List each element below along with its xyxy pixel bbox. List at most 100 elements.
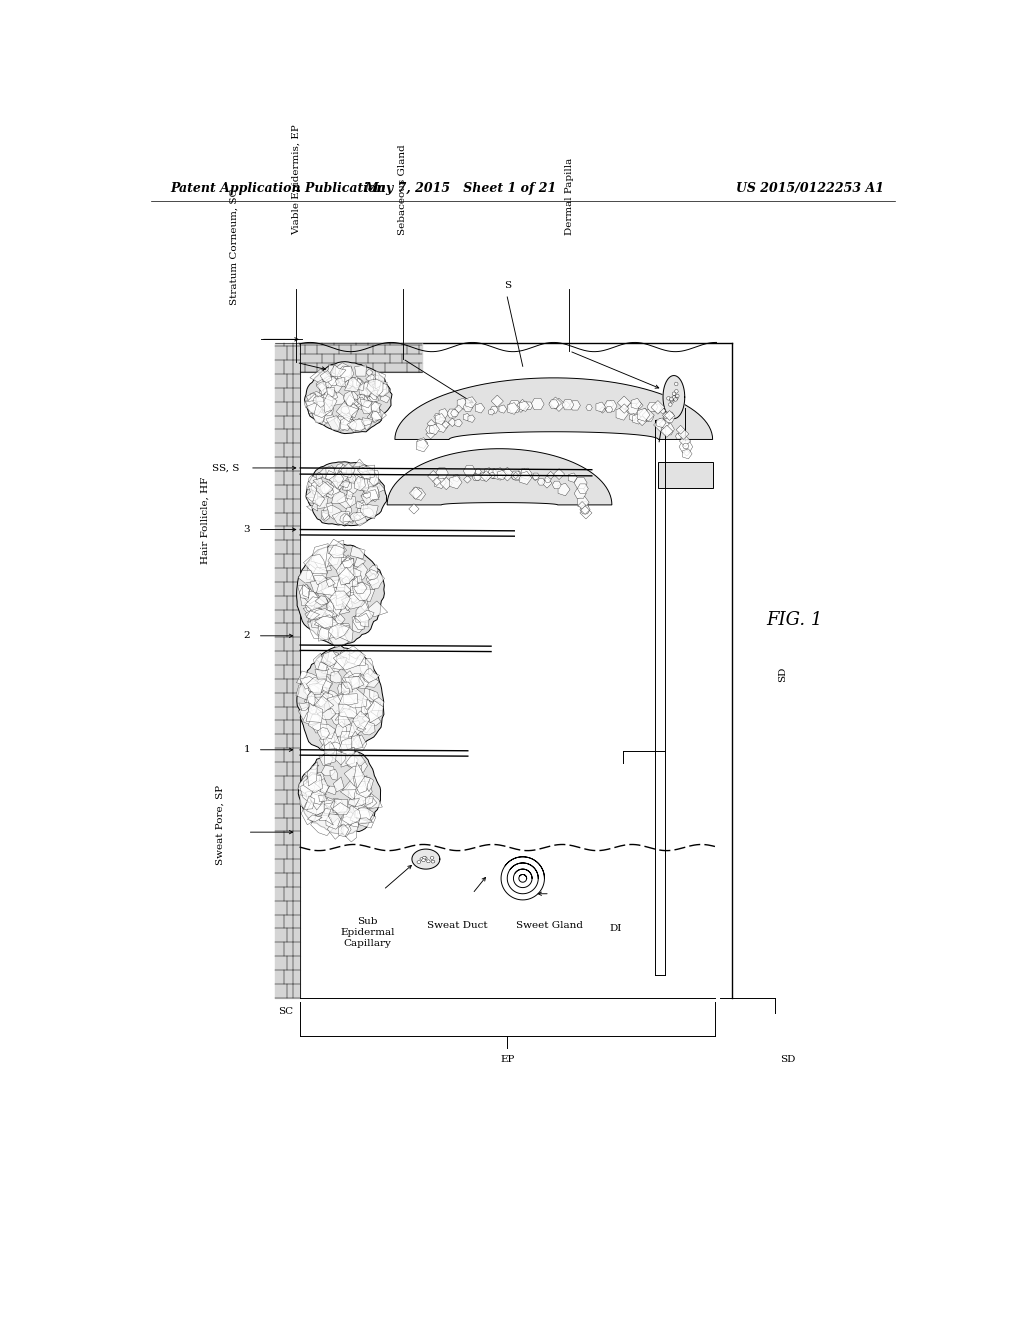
Polygon shape xyxy=(317,784,329,792)
Polygon shape xyxy=(314,696,333,713)
Polygon shape xyxy=(328,735,348,752)
Polygon shape xyxy=(329,655,344,675)
Polygon shape xyxy=(362,486,378,502)
Polygon shape xyxy=(372,381,386,397)
Polygon shape xyxy=(360,479,369,491)
Polygon shape xyxy=(497,470,506,479)
Polygon shape xyxy=(298,706,310,722)
Polygon shape xyxy=(347,781,364,801)
Polygon shape xyxy=(317,622,333,642)
Polygon shape xyxy=(330,800,340,812)
Polygon shape xyxy=(360,814,376,828)
Polygon shape xyxy=(329,770,337,780)
Polygon shape xyxy=(674,381,678,385)
Polygon shape xyxy=(316,682,328,696)
Polygon shape xyxy=(492,467,504,480)
Polygon shape xyxy=(312,722,325,733)
Polygon shape xyxy=(298,585,312,599)
Polygon shape xyxy=(333,463,346,478)
Polygon shape xyxy=(328,690,338,698)
Polygon shape xyxy=(321,651,336,667)
Polygon shape xyxy=(557,483,570,496)
Polygon shape xyxy=(346,420,365,432)
Polygon shape xyxy=(532,474,538,480)
Polygon shape xyxy=(595,403,605,412)
Polygon shape xyxy=(308,684,323,693)
Polygon shape xyxy=(454,405,463,413)
Polygon shape xyxy=(479,473,487,480)
Polygon shape xyxy=(305,602,315,611)
Polygon shape xyxy=(550,400,558,408)
Polygon shape xyxy=(452,474,460,482)
Polygon shape xyxy=(585,405,592,411)
Polygon shape xyxy=(357,795,371,807)
Polygon shape xyxy=(339,738,358,755)
Text: Stratum Corneum, SC: Stratum Corneum, SC xyxy=(229,189,238,305)
Polygon shape xyxy=(366,574,378,585)
Polygon shape xyxy=(319,564,331,572)
Polygon shape xyxy=(340,463,355,478)
Polygon shape xyxy=(447,418,457,426)
Polygon shape xyxy=(371,401,379,411)
Polygon shape xyxy=(546,471,554,479)
Polygon shape xyxy=(340,417,355,430)
Polygon shape xyxy=(328,375,343,393)
Polygon shape xyxy=(439,478,452,490)
Polygon shape xyxy=(488,469,498,479)
Polygon shape xyxy=(312,615,320,624)
Polygon shape xyxy=(316,381,327,396)
Polygon shape xyxy=(321,766,334,776)
Polygon shape xyxy=(605,401,613,408)
Polygon shape xyxy=(303,591,318,603)
Polygon shape xyxy=(548,400,558,408)
Polygon shape xyxy=(340,623,350,632)
Polygon shape xyxy=(342,805,361,825)
Polygon shape xyxy=(308,619,324,639)
Polygon shape xyxy=(326,364,333,375)
Polygon shape xyxy=(308,475,319,491)
Polygon shape xyxy=(436,421,447,433)
Polygon shape xyxy=(336,495,354,508)
Polygon shape xyxy=(500,467,514,480)
Polygon shape xyxy=(488,409,494,414)
Polygon shape xyxy=(631,399,641,409)
Polygon shape xyxy=(468,414,475,422)
Polygon shape xyxy=(422,857,426,859)
Polygon shape xyxy=(348,673,363,686)
Polygon shape xyxy=(324,404,333,416)
Polygon shape xyxy=(310,619,319,628)
Polygon shape xyxy=(343,391,355,408)
Polygon shape xyxy=(312,793,324,804)
Polygon shape xyxy=(312,502,318,511)
Polygon shape xyxy=(350,546,365,558)
Polygon shape xyxy=(642,409,654,421)
Polygon shape xyxy=(561,401,570,409)
Polygon shape xyxy=(327,696,343,714)
Polygon shape xyxy=(324,787,336,795)
Polygon shape xyxy=(658,418,668,429)
Polygon shape xyxy=(544,477,550,482)
Polygon shape xyxy=(324,372,339,388)
Polygon shape xyxy=(674,397,677,401)
Polygon shape xyxy=(325,467,336,480)
Polygon shape xyxy=(362,698,371,710)
Polygon shape xyxy=(678,429,688,440)
Polygon shape xyxy=(345,395,359,408)
Polygon shape xyxy=(313,548,338,568)
Polygon shape xyxy=(336,401,359,422)
Polygon shape xyxy=(537,478,544,484)
Polygon shape xyxy=(321,693,333,702)
Polygon shape xyxy=(321,492,327,502)
Polygon shape xyxy=(319,384,331,397)
Polygon shape xyxy=(323,624,339,634)
Polygon shape xyxy=(304,692,321,709)
Polygon shape xyxy=(328,622,350,639)
Polygon shape xyxy=(363,797,377,808)
Polygon shape xyxy=(359,381,375,396)
Polygon shape xyxy=(339,513,351,524)
Polygon shape xyxy=(334,363,352,381)
Polygon shape xyxy=(420,858,423,861)
Polygon shape xyxy=(298,570,314,583)
Polygon shape xyxy=(326,576,345,587)
Polygon shape xyxy=(338,702,358,718)
